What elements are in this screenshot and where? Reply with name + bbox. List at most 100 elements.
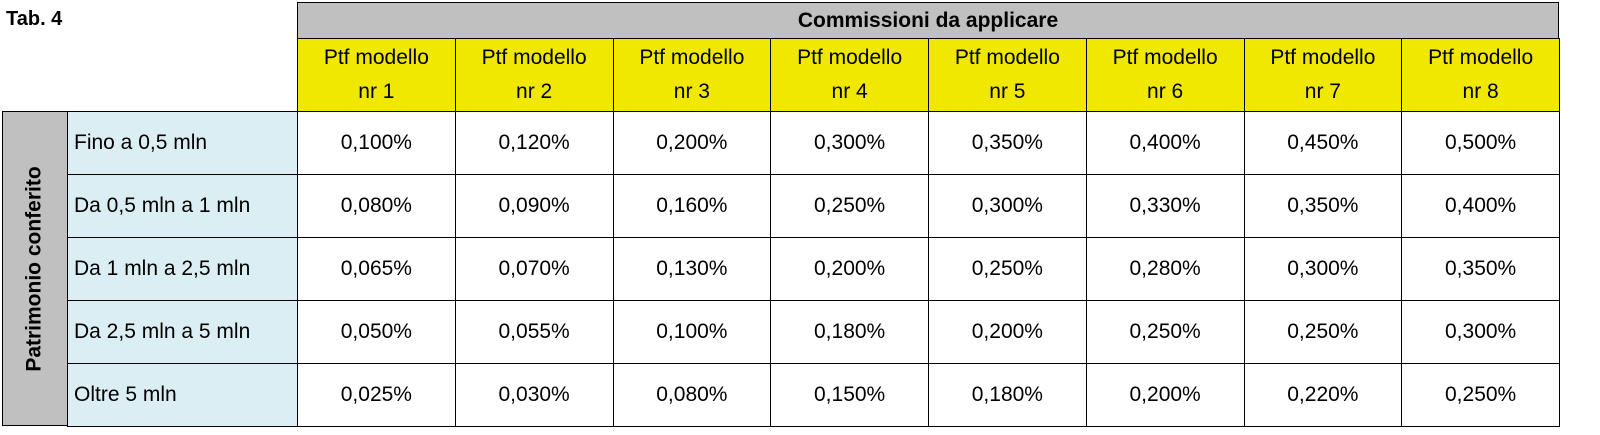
column-header-text: Ptf modello nr 4 xyxy=(797,46,903,103)
value-cell: 0,220% xyxy=(1243,363,1403,427)
column-header: Ptf modello nr 1 xyxy=(297,38,456,112)
side-header-text: Patrimonio conferito xyxy=(23,165,47,372)
value-cell: 0,150% xyxy=(770,363,929,427)
value-cell: 0,400% xyxy=(1401,174,1560,238)
value-cell-text: 0,200% xyxy=(971,320,1043,343)
value-cell: 0,070% xyxy=(454,237,614,301)
value-cell: 0,080% xyxy=(297,174,456,238)
value-cell-text: 0,250% xyxy=(814,194,886,217)
value-cell: 0,200% xyxy=(612,111,772,175)
value-cell-text: 0,065% xyxy=(340,257,412,280)
value-cell: 0,250% xyxy=(1085,300,1245,364)
column-header: Ptf modello nr 3 xyxy=(612,38,772,112)
row-label: Da 0,5 mln a 1 mln xyxy=(67,174,298,238)
value-cell: 0,200% xyxy=(1085,363,1245,427)
group-header-text: Commissioni da applicare xyxy=(797,8,1059,32)
value-cell-text: 0,350% xyxy=(1445,257,1517,280)
value-cell: 0,100% xyxy=(612,300,772,364)
value-cell: 0,130% xyxy=(612,237,772,301)
value-cell-text: 0,090% xyxy=(498,194,570,217)
column-header-text: Ptf modello nr 1 xyxy=(323,46,429,103)
value-cell: 0,025% xyxy=(297,363,456,427)
column-header: Ptf modello nr 5 xyxy=(928,38,1087,112)
value-cell: 0,300% xyxy=(770,111,929,175)
value-cell: 0,180% xyxy=(770,300,929,364)
value-cell-text: 0,180% xyxy=(814,320,886,343)
value-cell-text: 0,180% xyxy=(971,383,1043,406)
row-label: Da 1 mln a 2,5 mln xyxy=(67,237,298,301)
row-label: Oltre 5 mln xyxy=(67,363,298,427)
value-cell-text: 0,100% xyxy=(656,320,728,343)
value-cell: 0,250% xyxy=(770,174,929,238)
column-header: Ptf modello nr 2 xyxy=(454,38,614,112)
value-cell-text: 0,080% xyxy=(656,383,728,406)
value-cell: 0,450% xyxy=(1243,111,1403,175)
value-cell: 0,400% xyxy=(1085,111,1245,175)
value-cell: 0,500% xyxy=(1401,111,1560,175)
value-cell-text: 0,220% xyxy=(1287,383,1359,406)
value-cell-text: 0,400% xyxy=(1445,194,1517,217)
column-header-text: Ptf modello nr 6 xyxy=(1112,46,1218,103)
value-cell: 0,300% xyxy=(1243,237,1403,301)
value-cell-text: 0,080% xyxy=(340,194,412,217)
value-cell-text: 0,250% xyxy=(1287,320,1359,343)
value-cell: 0,250% xyxy=(928,237,1087,301)
value-cell-text: 0,250% xyxy=(971,257,1043,280)
value-cell-text: 0,130% xyxy=(656,257,728,280)
value-cell-text: 0,400% xyxy=(1129,131,1201,154)
row-label-text: Da 2,5 mln a 5 mln xyxy=(74,320,251,343)
value-cell: 0,300% xyxy=(928,174,1087,238)
table-label: Tab. 4 xyxy=(6,8,63,30)
value-cell: 0,250% xyxy=(1401,363,1560,427)
value-cell: 0,120% xyxy=(454,111,614,175)
column-header: Ptf modello nr 4 xyxy=(770,38,929,112)
row-label-text: Da 1 mln a 2,5 mln xyxy=(74,257,251,280)
value-cell-text: 0,055% xyxy=(498,320,570,343)
value-cell: 0,050% xyxy=(297,300,456,364)
value-cell-text: 0,450% xyxy=(1287,131,1359,154)
row-label-text: Da 0,5 mln a 1 mln xyxy=(74,194,251,217)
column-header: Ptf modello nr 6 xyxy=(1085,38,1245,112)
value-cell-text: 0,100% xyxy=(340,131,412,154)
value-cell: 0,055% xyxy=(454,300,614,364)
column-header-text: Ptf modello nr 2 xyxy=(481,46,587,103)
value-cell: 0,030% xyxy=(454,363,614,427)
value-cell: 0,250% xyxy=(1243,300,1403,364)
side-header: Patrimonio conferito xyxy=(2,111,68,426)
column-header-text: Ptf modello nr 3 xyxy=(639,46,745,103)
value-cell: 0,100% xyxy=(297,111,456,175)
column-header-text: Ptf modello nr 5 xyxy=(954,46,1060,103)
value-cell-text: 0,280% xyxy=(1129,257,1201,280)
column-header: Ptf modello nr 8 xyxy=(1401,38,1560,112)
column-header: Ptf modello nr 7 xyxy=(1243,38,1403,112)
value-cell-text: 0,070% xyxy=(498,257,570,280)
value-cell-text: 0,250% xyxy=(1129,320,1201,343)
value-cell: 0,300% xyxy=(1401,300,1560,364)
value-cell: 0,200% xyxy=(770,237,929,301)
value-cell-text: 0,200% xyxy=(814,257,886,280)
value-cell-text: 0,025% xyxy=(340,383,412,406)
value-cell-text: 0,300% xyxy=(971,194,1043,217)
value-cell-text: 0,350% xyxy=(1287,194,1359,217)
value-cell: 0,090% xyxy=(454,174,614,238)
value-cell: 0,065% xyxy=(297,237,456,301)
column-header-text: Ptf modello nr 8 xyxy=(1428,46,1534,103)
value-cell-text: 0,050% xyxy=(340,320,412,343)
value-cell: 0,330% xyxy=(1085,174,1245,238)
value-cell: 0,160% xyxy=(612,174,772,238)
value-cell: 0,350% xyxy=(928,111,1087,175)
row-label-text: Oltre 5 mln xyxy=(74,383,177,406)
value-cell-text: 0,150% xyxy=(814,383,886,406)
value-cell-text: 0,120% xyxy=(498,131,570,154)
value-cell-text: 0,030% xyxy=(498,383,570,406)
value-cell: 0,350% xyxy=(1243,174,1403,238)
column-header-text: Ptf modello nr 7 xyxy=(1270,46,1376,103)
row-label: Da 2,5 mln a 5 mln xyxy=(67,300,298,364)
row-label-text: Fino a 0,5 mln xyxy=(74,131,208,154)
value-cell: 0,080% xyxy=(612,363,772,427)
value-cell-text: 0,250% xyxy=(1445,383,1517,406)
value-cell-text: 0,300% xyxy=(1287,257,1359,280)
value-cell-text: 0,300% xyxy=(1445,320,1517,343)
row-label: Fino a 0,5 mln xyxy=(67,111,298,175)
